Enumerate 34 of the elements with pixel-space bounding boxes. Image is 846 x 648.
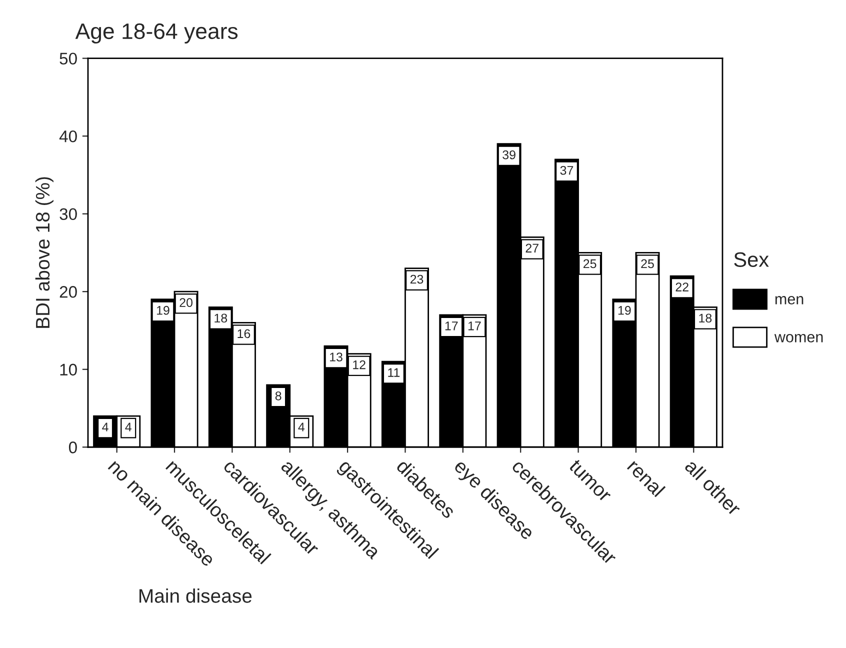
data-label: 4 xyxy=(102,422,108,432)
data-label: 39 xyxy=(502,150,516,160)
y-tick-label: 10 xyxy=(60,364,77,376)
data-label: 13 xyxy=(330,352,342,362)
legend-label: men xyxy=(775,296,804,304)
y-tick-label: 30 xyxy=(60,208,77,220)
y-tick-label: 50 xyxy=(60,52,77,65)
data-label: 4 xyxy=(298,422,305,432)
data-label: 17 xyxy=(445,322,458,330)
data-label: 12 xyxy=(353,360,366,370)
data-label: 18 xyxy=(214,314,228,323)
data-label: 23 xyxy=(410,274,424,284)
data-label: 20 xyxy=(180,298,193,307)
y-axis-title: BDI above 18 (%) xyxy=(35,177,54,328)
data-label: 16 xyxy=(238,329,250,338)
data-label: 19 xyxy=(618,306,631,315)
data-label: 25 xyxy=(583,259,596,268)
data-label: 11 xyxy=(388,368,400,377)
y-tick-label: 20 xyxy=(60,286,77,298)
data-label: 4 xyxy=(125,422,132,432)
chart-title: Age 18-64 years xyxy=(75,23,238,44)
data-label: 37 xyxy=(560,166,574,175)
data-label: 19 xyxy=(156,306,170,315)
legend-label: women xyxy=(774,334,823,342)
legend-title: Sex xyxy=(734,252,769,268)
data-label: 22 xyxy=(676,282,688,292)
x-axis-title: Main disease xyxy=(139,588,252,603)
data-label: 27 xyxy=(526,244,538,252)
data-label: 25 xyxy=(641,259,654,268)
data-label: 18 xyxy=(699,314,712,323)
y-tick-label: 40 xyxy=(59,130,77,142)
data-label: 17 xyxy=(468,322,481,330)
data-label: 8 xyxy=(275,391,282,400)
y-tick-label: 0 xyxy=(68,442,77,454)
